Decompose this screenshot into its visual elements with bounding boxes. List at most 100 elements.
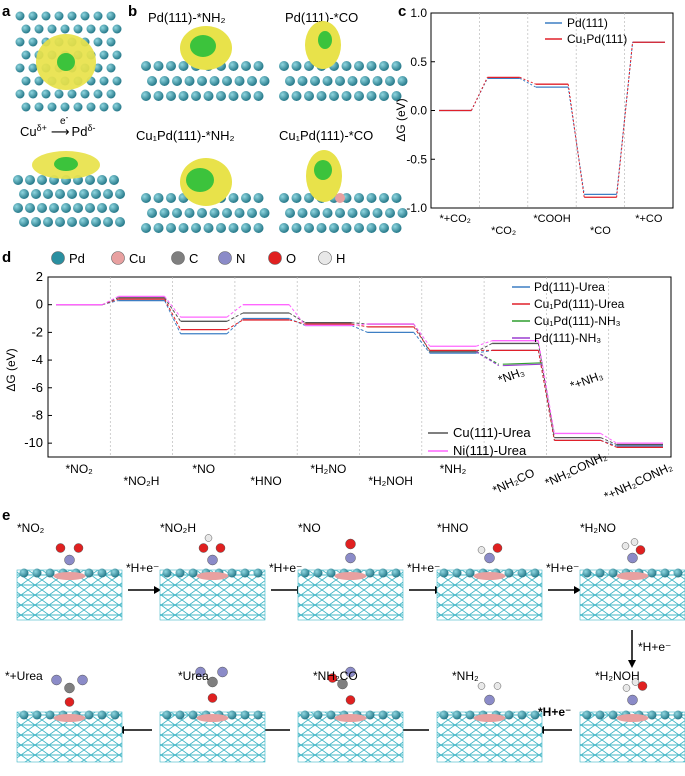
slab-atom [297, 208, 308, 218]
pd-atom [106, 63, 116, 73]
c-xtick-label: *CO [590, 225, 611, 237]
annotation-nh3: *NH₃ [496, 364, 526, 386]
slab-atom [291, 61, 302, 71]
atom-swatch [218, 251, 232, 265]
surface-atom [465, 568, 475, 578]
pd-atom [67, 189, 77, 199]
pd-atom [31, 189, 41, 199]
panel-letter-e: e [2, 507, 10, 524]
pd-atom [112, 76, 122, 86]
atom-legend-label: O [286, 251, 296, 266]
slab-atom [329, 223, 339, 233]
c-xtick-label: *+CO₂ [439, 213, 470, 225]
panel-b: Pd(111)-*NH₂ Pd(111)-*CO Cu₁Pd(111)-*NH₂… [136, 10, 408, 233]
adsorbate-atom [492, 543, 503, 553]
slab-atom [316, 91, 327, 101]
pd-atom [115, 217, 125, 227]
atom-legend-label: Cu [129, 251, 146, 266]
slab-atom [304, 223, 314, 233]
slab-atom [234, 76, 245, 86]
pd-atom [15, 89, 25, 99]
pd-atom [37, 175, 47, 185]
slab-atom [335, 76, 345, 86]
pd-atom [109, 203, 119, 213]
adsorbate-atom [327, 673, 338, 683]
pd-atom [103, 217, 113, 227]
chart-d: ΔG (eV) 2 0 -2 -4 -6 -8 -10 *NO₂ *NO₂H *NO *HNO *H… [4, 269, 675, 503]
panel-a: Cuδ+ ⟶ Pdδ- e- [13, 10, 125, 227]
charge-density-green-side [54, 157, 78, 171]
pd-slab-side [13, 175, 125, 227]
pd-atom [55, 217, 65, 227]
surface-atom [240, 710, 250, 720]
slab-atom [366, 223, 377, 233]
slab-atom [159, 76, 170, 86]
pd-atom [115, 189, 125, 199]
adsorbate-atom [77, 674, 88, 686]
d-ytick-label: 2 [36, 269, 43, 284]
pd-atom [80, 89, 90, 99]
d-connector [102, 295, 119, 306]
pd-atom [86, 102, 96, 112]
d-connector [226, 319, 244, 331]
slab-atom [397, 76, 408, 86]
slab-atom [341, 223, 352, 233]
slab-atom [297, 76, 308, 86]
slab-atom [241, 223, 251, 233]
slab-atom [279, 223, 289, 233]
slab-atom [279, 61, 289, 71]
d-ytick-label: -2 [31, 324, 43, 339]
cu-atom [335, 193, 345, 203]
surface-atom [608, 568, 618, 578]
atom-swatch [171, 251, 185, 265]
pd-atom [112, 24, 122, 34]
step-label: *H+e⁻ [546, 561, 579, 575]
d-xtick-label: *NO₂H [123, 474, 159, 488]
slab-atom [279, 193, 289, 203]
surface-atom [365, 568, 375, 578]
slab-atom [360, 208, 370, 218]
adsorbate-atom [631, 678, 640, 686]
pd-atom [67, 11, 77, 21]
pd-atom [106, 89, 116, 99]
slab-atom [253, 91, 264, 101]
panel-b-title-4: Cu₁Pd(111)-*CO [279, 128, 373, 143]
d-ytick-label: -10 [24, 435, 43, 450]
slab-atom [172, 76, 182, 86]
d-connector [413, 323, 431, 347]
pd-atom [13, 175, 23, 185]
cu-site [53, 572, 86, 580]
slab-atom [234, 208, 245, 218]
surface-atom [300, 568, 310, 578]
d-connector [413, 332, 431, 354]
pd-atom [47, 102, 57, 112]
surface-atom [162, 710, 172, 720]
pd-atom [73, 24, 83, 34]
d-xtick-label: *HNO [250, 474, 281, 488]
chart-c-ylabel: ΔG (eV) [394, 98, 408, 141]
pd-atom [60, 24, 70, 34]
adsorbate-atom [484, 694, 495, 706]
surface-atom [452, 568, 462, 578]
pd-atom [41, 89, 51, 99]
d-xtick-label: *NO₂ [65, 462, 93, 476]
slab-atom [166, 223, 176, 233]
slab-atom [241, 91, 251, 101]
slab-atom [391, 91, 402, 101]
slab-atom [191, 223, 201, 233]
panel-letter-c: c [398, 3, 406, 20]
d-ytick-label: -4 [31, 352, 43, 367]
state-label: *H₂NO [580, 521, 616, 535]
d-xtick-label: *H₂NO [310, 462, 346, 476]
pd-atom [79, 189, 89, 199]
surface-atom [162, 568, 172, 578]
adsorbate-atom [493, 682, 502, 690]
pd-atom [28, 11, 38, 21]
slab-atom [153, 91, 164, 101]
surface-atom [110, 710, 120, 720]
slab-atom [329, 91, 339, 101]
d-connector [226, 304, 244, 318]
slab-atom [253, 223, 264, 233]
d-connector [600, 439, 617, 448]
surface-atom [608, 710, 618, 720]
